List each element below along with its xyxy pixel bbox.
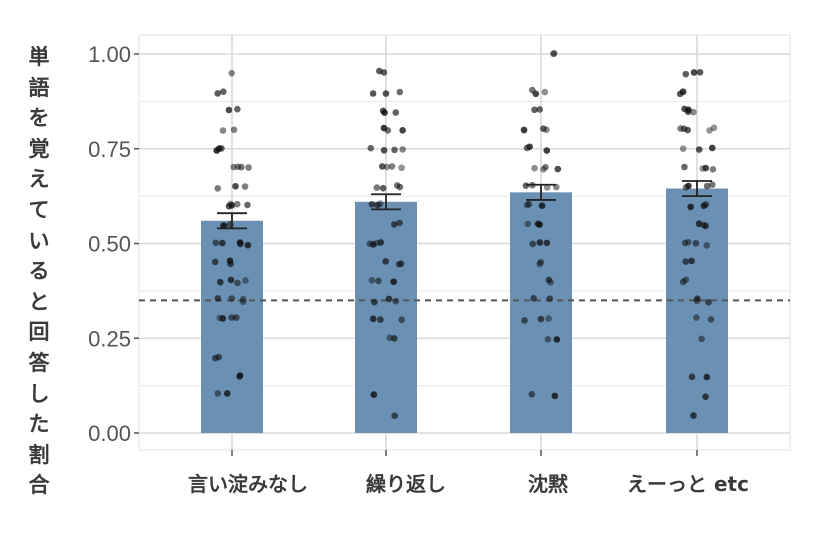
y-axis-title-char: を [28, 106, 50, 131]
y-axis-title-char: た [28, 412, 50, 437]
y-axis-title-char: 単 [28, 45, 50, 69]
bar-1 [355, 201, 417, 433]
bar-0 [201, 220, 263, 433]
y-axis-title-char: 割 [28, 442, 50, 467]
y-tick-label: 0.25 [88, 326, 131, 351]
x-tick-label: 沈黙 [528, 472, 569, 496]
y-tick-label: 1.00 [88, 42, 131, 67]
bar-2 [510, 192, 572, 433]
y-tick-label: 0.00 [88, 421, 131, 446]
bar-3 [666, 188, 728, 433]
y-axis-title: 単語を覚えていると回答した割合 [22, 42, 56, 501]
x-tick-label: 言い淀みなし [188, 472, 308, 496]
y-axis-title-char: る [28, 259, 50, 284]
y-axis-title-char: し [28, 381, 50, 406]
y-axis-title-char: 覚 [28, 136, 50, 161]
y-axis-title-char: 合 [28, 473, 50, 498]
y-axis-title-char: え [28, 167, 50, 192]
y-axis-title-char: 答 [28, 350, 50, 375]
data-points [211, 50, 718, 420]
error-bars [217, 180, 712, 230]
y-axis-title-char: 語 [28, 75, 50, 100]
y-tick-label: 0.75 [88, 137, 131, 162]
y-tick-label: 0.50 [88, 232, 131, 257]
y-axis: 0.00 0.25 0.50 0.75 1.00 [88, 42, 139, 446]
y-axis-title-char: て [28, 197, 50, 222]
bars [201, 188, 728, 433]
x-axis: 言い淀みなし 繰り返し 沈黙 えーっと etc [188, 450, 749, 496]
y-axis-title-char: い [28, 228, 50, 253]
y-axis-title-char: 回 [28, 320, 50, 345]
y-axis-title-char: と [28, 289, 50, 314]
x-tick-label: 繰り返し [366, 472, 446, 496]
x-tick-label: えーっと etc [627, 472, 749, 496]
